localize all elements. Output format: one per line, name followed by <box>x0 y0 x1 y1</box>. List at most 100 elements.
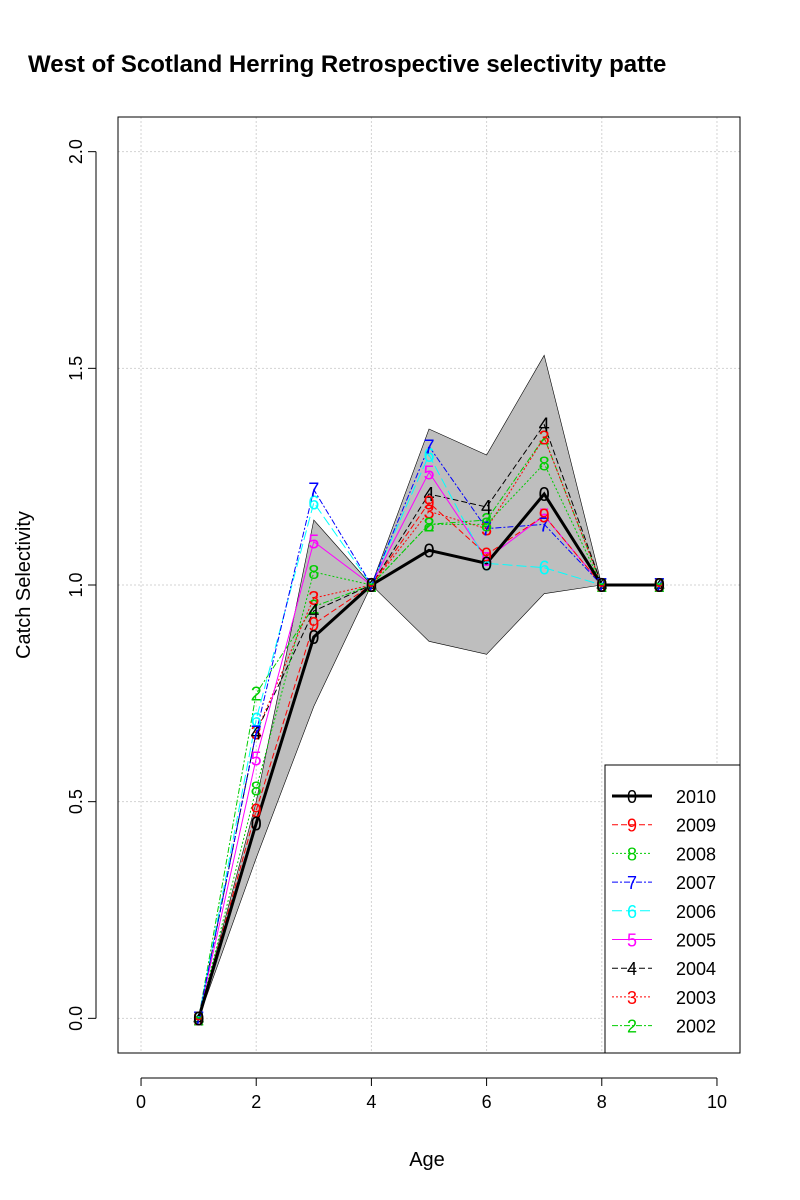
point-label-2007: 7 <box>251 722 262 744</box>
legend-entry-2007: 2007 <box>676 873 716 893</box>
y-tick-label: 1.0 <box>66 572 86 597</box>
series-line-2007 <box>198 445 660 1019</box>
point-label-2006: 6 <box>654 575 665 597</box>
legend-entry-2004: 2004 <box>676 959 716 979</box>
point-label-2003: 3 <box>193 1008 204 1030</box>
point-label-2010: 0 <box>366 575 377 597</box>
legend-symbol-2003: 3 <box>627 988 637 1008</box>
point-label-2009: 9 <box>423 493 434 515</box>
point-label-2007: 7 <box>654 575 665 597</box>
point-label-2003: 3 <box>596 575 607 597</box>
y-axis-label: Catch Selectivity <box>13 511 35 659</box>
range-band <box>198 354 660 1019</box>
point-label-2006: 6 <box>596 575 607 597</box>
point-label-2004: 4 <box>596 575 607 597</box>
point-label-2008: 8 <box>481 514 492 536</box>
point-label-2005: 5 <box>423 462 434 484</box>
point-label-2004: 4 <box>481 497 492 519</box>
point-label-2004: 4 <box>366 575 377 597</box>
point-label-2005: 5 <box>539 506 550 528</box>
x-tick-label: 8 <box>597 1092 607 1112</box>
series-line-2004 <box>198 423 660 1019</box>
point-label-2005: 5 <box>654 575 665 597</box>
x-tick-label: 0 <box>136 1092 146 1112</box>
legend-box <box>604 764 741 1054</box>
point-label-2006: 6 <box>539 558 550 580</box>
legend-symbol-2006: 6 <box>627 902 637 922</box>
point-label-2004: 4 <box>193 1008 204 1030</box>
point-label-2005: 5 <box>193 1008 204 1030</box>
point-label-2008: 8 <box>193 1008 204 1030</box>
legend-symbol-2009: 9 <box>627 816 637 836</box>
legend-symbol-2002: 2 <box>627 1017 637 1037</box>
point-label-2003: 3 <box>539 428 550 450</box>
y-axis: 0.0 0.5 1.0 1.5 2.0 <box>66 139 97 1031</box>
point-label-2005: 5 <box>366 575 377 597</box>
x-tick-label: 2 <box>251 1092 261 1112</box>
point-label-2003: 3 <box>481 519 492 541</box>
point-label-2004: 4 <box>251 722 262 744</box>
point-label-2006: 6 <box>481 553 492 575</box>
chart-title: West of Scotland Herring Retrospective s… <box>28 51 666 78</box>
point-label-2007: 7 <box>423 436 434 458</box>
point-label-2003: 3 <box>423 501 434 523</box>
legend-entry-2006: 2006 <box>676 902 716 922</box>
x-tick-label: 10 <box>707 1092 727 1112</box>
legend-entry-2002: 2002 <box>676 1017 716 1037</box>
x-axis: 0 2 4 6 8 10 <box>136 1077 727 1112</box>
point-label-2008: 8 <box>366 575 377 597</box>
point-label-2005: 5 <box>481 549 492 571</box>
point-label-2009: 9 <box>654 575 665 597</box>
x-axis-label: Age <box>409 1149 445 1171</box>
point-label-2002: 2 <box>308 597 319 619</box>
series-line-2002 <box>198 436 660 1019</box>
point-label-2008: 8 <box>423 514 434 536</box>
point-label-2007: 7 <box>596 575 607 597</box>
point-label-2002: 2 <box>481 510 492 532</box>
series-line-2010 <box>197 491 660 1019</box>
point-label-2006: 6 <box>423 445 434 467</box>
point-label-2010: 0 <box>654 575 665 597</box>
point-label-2010: 0 <box>481 553 492 575</box>
point-label-2008: 8 <box>308 562 319 584</box>
point-label-2002: 2 <box>423 514 434 536</box>
point-label-2006: 6 <box>308 493 319 515</box>
legend-entry-2003: 2003 <box>676 988 716 1008</box>
point-label-2006: 6 <box>366 575 377 597</box>
point-label-2002: 2 <box>193 1008 204 1030</box>
point-label-2005: 5 <box>251 748 262 770</box>
plot-frame <box>117 116 741 1054</box>
point-label-2009: 9 <box>308 614 319 636</box>
point-label-2007: 7 <box>193 1008 204 1030</box>
point-label-2003: 3 <box>251 722 262 744</box>
point-label-2005: 5 <box>308 532 319 554</box>
point-label-2008: 8 <box>654 575 665 597</box>
point-label-2006: 6 <box>251 709 262 731</box>
legend-symbol-2008: 8 <box>627 844 637 864</box>
legend-symbol-2004: 4 <box>627 959 637 979</box>
point-label-2004: 4 <box>423 484 434 506</box>
legend-entry-2009: 2009 <box>676 816 716 836</box>
point-label-2002: 2 <box>654 575 665 597</box>
series-lines <box>197 423 660 1019</box>
legend-entry-2005: 2005 <box>676 931 716 951</box>
point-label-2009: 9 <box>539 506 550 528</box>
point-label-2007: 7 <box>539 514 550 536</box>
point-label-2010: 0 <box>539 484 550 506</box>
point-label-2002: 2 <box>251 683 262 705</box>
point-label-2003: 3 <box>366 575 377 597</box>
point-label-2009: 9 <box>596 575 607 597</box>
point-label-2008: 8 <box>539 454 550 476</box>
point-label-2007: 7 <box>308 480 319 502</box>
point-label-2009: 9 <box>251 800 262 822</box>
legend-entry-2008: 2008 <box>676 844 716 864</box>
point-label-2008: 8 <box>251 779 262 801</box>
legend-symbol-2010: 0 <box>627 787 637 807</box>
y-tick-label: 1.5 <box>66 356 86 381</box>
point-label-2009: 9 <box>193 1008 204 1030</box>
legend-entry-2010: 2010 <box>676 787 716 807</box>
point-label-2003: 3 <box>308 588 319 610</box>
point-label-2005: 5 <box>596 575 607 597</box>
